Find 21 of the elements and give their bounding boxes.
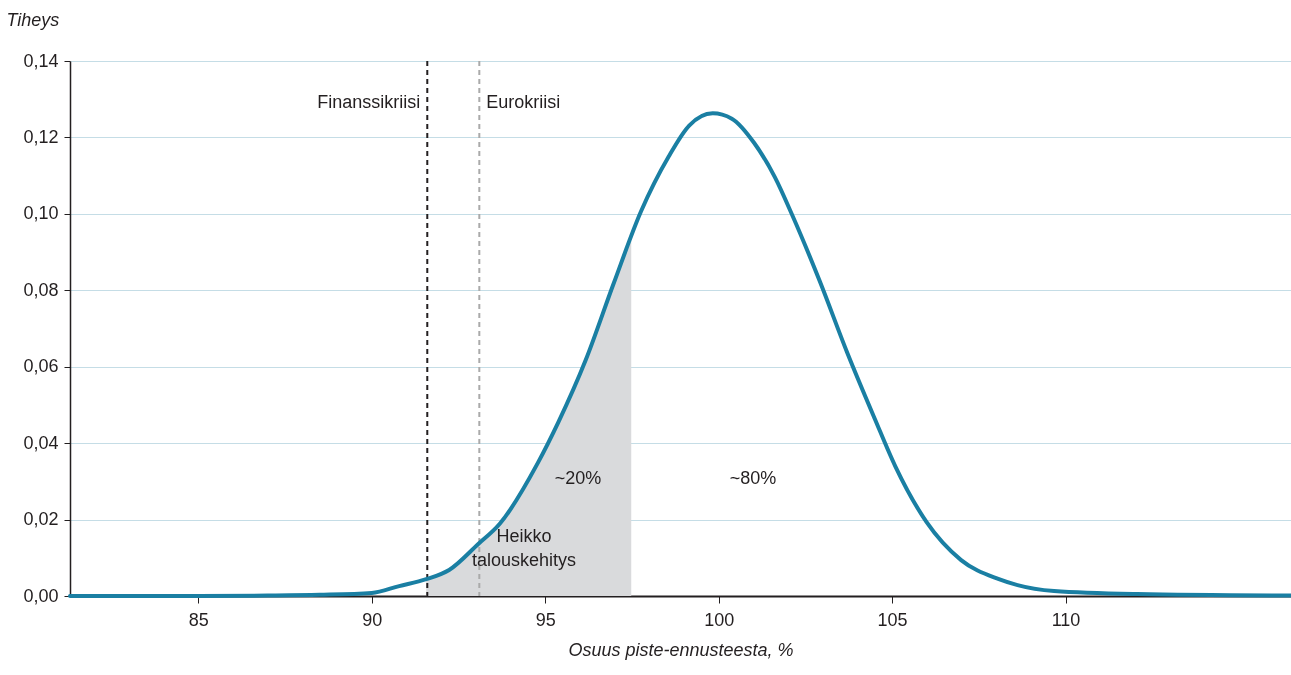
annotation: ~80%: [729, 468, 777, 488]
y-tick-label: 0,08: [23, 279, 59, 300]
ref-line-label: Finanssikriisi: [317, 92, 421, 112]
x-tick-label: 105: [877, 609, 908, 630]
y-tick-label: 0,14: [23, 50, 59, 71]
x-tick-label: 95: [535, 609, 556, 630]
y-tick-label: 0,04: [23, 432, 59, 453]
x-axis-title: Osuus piste-ennusteesta, %: [568, 639, 794, 660]
x-tick-label: 90: [362, 609, 383, 630]
y-tick-label: 0,10: [23, 203, 59, 224]
y-tick-label: 0,02: [23, 509, 59, 530]
annotation: ~20%: [554, 468, 602, 488]
y-tick-label: 0,00: [23, 585, 59, 606]
x-tick-label: 110: [1051, 609, 1081, 630]
ref-line-label: Eurokriisi: [486, 92, 561, 112]
x-tick-label: 85: [188, 609, 209, 630]
y-tick-label: 0,12: [23, 126, 59, 147]
x-tick-label: 100: [704, 609, 735, 630]
y-axis-title: Tiheys: [6, 9, 60, 30]
annotation: Heikko talouskehitys: [471, 526, 577, 570]
y-tick-label: 0,06: [23, 356, 59, 377]
